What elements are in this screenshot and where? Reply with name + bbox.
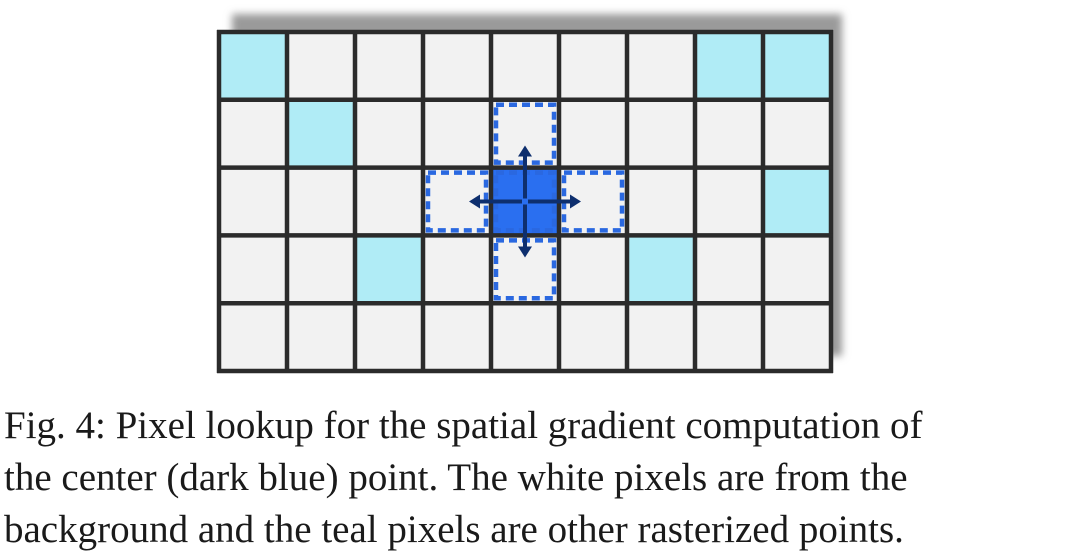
lookup-pixel-outline <box>425 170 489 233</box>
background-pixel <box>695 167 763 236</box>
background-pixel <box>559 32 627 100</box>
background-pixel <box>627 303 695 371</box>
background-pixel <box>423 235 491 304</box>
background-pixel <box>355 167 423 236</box>
background-pixel <box>491 303 559 371</box>
background-pixel <box>627 99 695 168</box>
rasterized-point-pixel <box>287 99 355 168</box>
background-pixel <box>559 235 627 304</box>
rasterized-point-pixel <box>763 32 831 100</box>
background-pixel <box>559 303 627 371</box>
caption-line-2: the center (dark blue) point. The white … <box>4 456 908 499</box>
background-pixel <box>559 99 627 168</box>
rasterized-point-pixel <box>627 235 695 304</box>
arrow-right-head <box>570 194 581 209</box>
background-pixel <box>491 32 559 100</box>
arrow-down-head <box>518 246 532 258</box>
background-pixel <box>355 99 423 168</box>
background-pixel <box>423 303 491 371</box>
background-pixel <box>763 99 831 168</box>
rasterized-point-pixel <box>763 167 831 236</box>
arrow-left-head <box>469 194 480 209</box>
background-pixel <box>219 99 287 168</box>
caption-line-1: Fig. 4: Pixel lookup for the spatial gra… <box>4 404 923 447</box>
figure-caption: Fig. 4: Pixel lookup for the spatial gra… <box>4 400 1066 556</box>
pixel-grid-diagram <box>216 14 842 374</box>
rasterized-point-pixel <box>219 32 287 100</box>
background-pixel <box>423 32 491 100</box>
rasterized-point-pixel <box>695 32 763 100</box>
caption-line-3: background and the teal pixels are other… <box>4 508 904 551</box>
background-pixel <box>695 99 763 168</box>
background-pixel <box>763 303 831 371</box>
background-pixel <box>287 32 355 100</box>
rasterized-point-pixel <box>355 235 423 304</box>
background-pixel <box>627 32 695 100</box>
background-pixel <box>219 167 287 236</box>
background-pixel <box>423 99 491 168</box>
background-pixel <box>695 235 763 304</box>
background-pixel <box>355 303 423 371</box>
background-pixel <box>355 32 423 100</box>
background-pixel <box>763 235 831 304</box>
background-pixel <box>287 303 355 371</box>
background-pixel <box>219 235 287 304</box>
background-pixel <box>287 167 355 236</box>
arrow-up-head <box>518 145 532 157</box>
background-pixel <box>287 235 355 304</box>
background-pixel <box>695 303 763 371</box>
background-pixel <box>627 167 695 236</box>
background-pixel <box>219 303 287 371</box>
